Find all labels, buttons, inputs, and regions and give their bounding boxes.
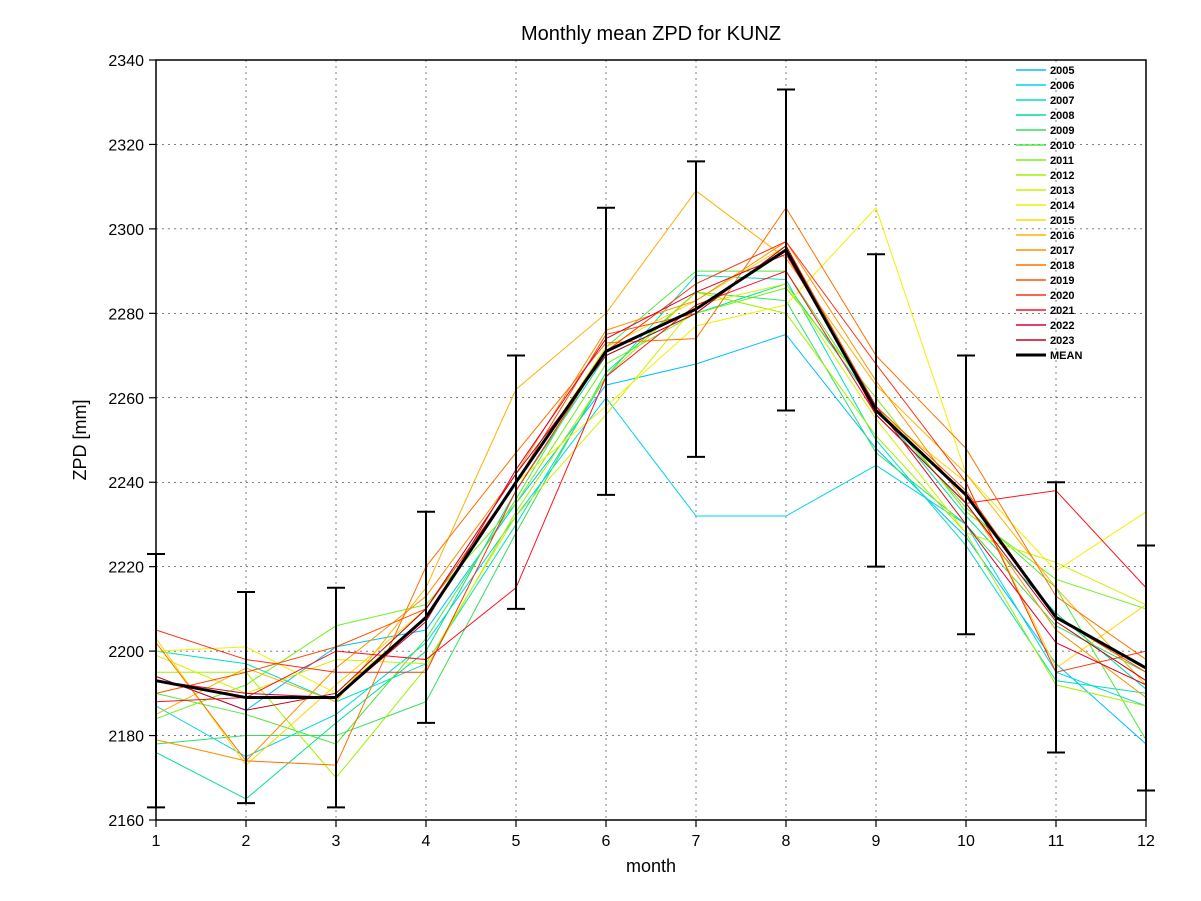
legend-label: MEAN [1050,350,1082,362]
legend-label: 2013 [1050,185,1074,197]
chart-container: 1234567891011122160218022002220224022602… [0,0,1201,901]
xtick-label: 8 [782,833,791,850]
legend-label: 2019 [1050,275,1074,287]
xtick-label: 5 [512,833,521,850]
ytick-label: 2200 [108,644,144,661]
legend-label: 2014 [1050,200,1075,212]
x-axis-label: month [626,856,676,876]
chart-svg: 1234567891011122160218022002220224022602… [0,0,1201,901]
ytick-label: 2320 [108,137,144,154]
ytick-label: 2240 [108,475,144,492]
legend-label: 2009 [1050,125,1074,137]
legend-label: 2012 [1050,170,1074,182]
xtick-label: 11 [1048,833,1065,850]
ytick-label: 2260 [108,391,144,408]
xtick-label: 10 [957,833,975,850]
ytick-label: 2300 [108,222,144,239]
xtick-label: 1 [152,833,161,850]
xtick-label: 12 [1137,833,1155,850]
xtick-label: 6 [602,833,611,850]
ytick-label: 2160 [108,813,144,830]
legend-label: 2023 [1050,335,1074,347]
ytick-label: 2220 [108,560,144,577]
legend-label: 2022 [1050,320,1074,332]
legend-label: 2016 [1050,230,1074,242]
xtick-label: 2 [242,833,251,850]
ytick-label: 2340 [108,53,144,70]
legend-label: 2010 [1050,140,1074,152]
xtick-label: 9 [872,833,881,850]
legend-label: 2006 [1050,80,1074,92]
ytick-label: 2280 [108,306,144,323]
legend-label: 2008 [1050,110,1074,122]
xtick-label: 3 [332,833,341,850]
xtick-label: 7 [692,833,701,850]
legend-label: 2011 [1050,155,1074,167]
legend-label: 2021 [1050,305,1074,317]
legend-label: 2020 [1050,290,1074,302]
legend-label: 2017 [1050,245,1074,257]
xtick-label: 4 [422,833,431,850]
legend-label: 2007 [1050,95,1074,107]
legend-label: 2018 [1050,260,1074,272]
legend-label: 2015 [1050,215,1074,227]
chart-title: Monthly mean ZPD for KUNZ [521,23,781,45]
legend-label: 2005 [1050,65,1074,77]
y-axis-label: ZPD [mm] [70,400,90,481]
ytick-label: 2180 [108,729,144,746]
